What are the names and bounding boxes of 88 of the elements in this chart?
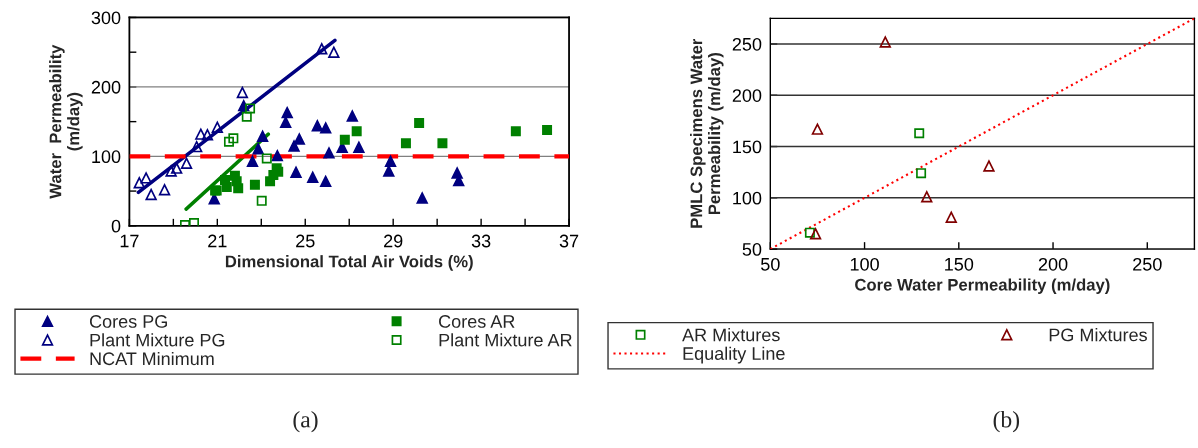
point xyxy=(145,188,157,201)
x-tick-label: 25 xyxy=(296,234,315,248)
point xyxy=(223,136,234,147)
point xyxy=(246,155,259,167)
point xyxy=(346,110,358,122)
point xyxy=(290,166,302,179)
point xyxy=(180,157,193,169)
x-tick-label: 100 xyxy=(850,257,879,271)
point xyxy=(201,129,214,141)
point xyxy=(211,121,224,133)
point xyxy=(351,126,362,137)
point xyxy=(945,211,957,223)
y-tick-label: 50 xyxy=(742,243,762,256)
y-tick-label: 0 xyxy=(111,219,121,233)
point xyxy=(809,228,822,240)
point xyxy=(416,192,428,204)
text: (b) xyxy=(993,410,1020,433)
point xyxy=(319,122,332,134)
legend-label: PG Mixtures xyxy=(1049,328,1147,342)
point xyxy=(510,126,521,137)
point xyxy=(400,138,411,149)
point xyxy=(914,128,925,139)
x-tick-label: 150 xyxy=(945,257,974,271)
point xyxy=(271,149,284,162)
y-tick-label: 100 xyxy=(92,150,121,164)
point xyxy=(879,36,891,48)
y-tick-label: 150 xyxy=(733,140,762,154)
point xyxy=(252,143,264,155)
point xyxy=(256,130,269,142)
point xyxy=(249,179,260,190)
legend-label: Equality Line xyxy=(683,346,785,364)
x-tick-label: 37 xyxy=(559,234,579,248)
point xyxy=(437,138,448,149)
text: (a) xyxy=(293,410,318,433)
point xyxy=(384,155,397,167)
x-tick-label: 250 xyxy=(1133,257,1162,271)
x-axis-title: Dimensional Total Air Voids (%) xyxy=(225,255,473,271)
legend-label: Cores AR xyxy=(439,315,515,328)
y-tick-label: 250 xyxy=(732,37,762,51)
x-tick-label: 33 xyxy=(471,234,491,248)
point xyxy=(307,171,319,183)
point xyxy=(190,140,203,153)
point xyxy=(241,111,252,122)
point xyxy=(339,134,350,145)
x-tick-label: 17 xyxy=(120,234,139,248)
legend-label: AR Mixtures xyxy=(682,328,780,342)
point xyxy=(916,168,927,179)
legend-label: NCAT Minimum xyxy=(90,351,214,366)
point xyxy=(195,128,207,140)
point xyxy=(133,177,145,189)
point xyxy=(319,175,332,188)
x-axis-title: Core Water Permeability (m/day) xyxy=(855,278,1110,294)
point xyxy=(281,106,293,119)
point xyxy=(288,140,300,152)
point xyxy=(189,218,200,226)
point xyxy=(158,183,171,196)
y-tick-label: 100 xyxy=(733,191,762,205)
point xyxy=(983,160,995,172)
point xyxy=(921,191,933,203)
legend-label: Plant Mixture PG xyxy=(90,333,225,347)
point xyxy=(228,133,239,144)
point xyxy=(233,183,244,194)
point xyxy=(323,147,335,159)
point xyxy=(236,86,249,99)
point xyxy=(811,123,824,135)
y-axis-title: PMLC Specimens Water Permeability (m/day) xyxy=(690,38,724,228)
point xyxy=(804,227,815,238)
x-tick-label: 29 xyxy=(384,234,403,248)
point xyxy=(245,103,256,114)
point xyxy=(316,43,328,55)
y-tick-label: 200 xyxy=(732,89,762,102)
y-tick-label: 200 xyxy=(91,80,121,94)
point xyxy=(256,195,267,206)
x-tick-label: 50 xyxy=(761,257,780,271)
point xyxy=(165,165,177,177)
legend-label: Cores PG xyxy=(89,315,167,328)
legend-label: Plant Mixture AR xyxy=(439,333,572,347)
point xyxy=(353,141,365,154)
x-tick-label: 200 xyxy=(1038,257,1068,271)
point xyxy=(414,118,425,129)
x-tick-label: 21 xyxy=(208,234,227,248)
point xyxy=(140,172,152,184)
y-axis-title: Water Permeability (m/day) xyxy=(49,44,83,199)
point xyxy=(221,181,232,192)
point xyxy=(261,153,272,164)
y-tick-label: 300 xyxy=(91,11,121,25)
point xyxy=(328,46,340,58)
point xyxy=(542,124,553,135)
